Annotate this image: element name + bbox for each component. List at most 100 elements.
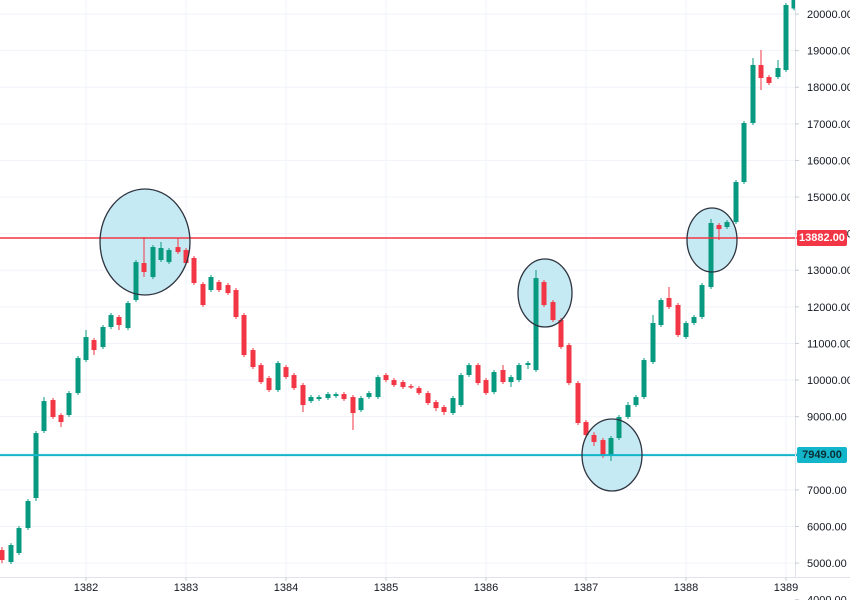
candle-body bbox=[108, 315, 114, 328]
candle-body bbox=[783, 5, 789, 71]
candle-body bbox=[766, 77, 772, 84]
candle-body bbox=[266, 378, 272, 391]
candle-body bbox=[566, 345, 572, 384]
price-tick-label: 11000.00 bbox=[807, 338, 850, 350]
price-line-label-resistance: 13882.00 bbox=[797, 229, 847, 246]
price-tick-label: 4000.00 bbox=[807, 595, 847, 600]
price-tick-label: 12000.00 bbox=[807, 302, 850, 314]
annotation-ellipse-outline[interactable] bbox=[99, 188, 191, 296]
candle-body bbox=[541, 282, 547, 306]
time-tick-label: 1389 bbox=[774, 582, 798, 594]
price-tick-label: 5000.00 bbox=[807, 558, 847, 570]
candle-body bbox=[416, 388, 422, 394]
annotation-ellipse-outline[interactable] bbox=[686, 207, 738, 273]
candle-body bbox=[491, 372, 497, 393]
axis-separators bbox=[0, 0, 850, 578]
candle-body bbox=[200, 284, 206, 306]
candle-body bbox=[633, 397, 639, 406]
candle-body bbox=[141, 263, 147, 273]
candle-body bbox=[591, 435, 597, 443]
candle-body bbox=[216, 282, 222, 291]
price-tick-label: 19000.00 bbox=[807, 46, 850, 58]
candle-body bbox=[50, 400, 56, 418]
candle-body bbox=[225, 285, 231, 294]
candle-body bbox=[600, 440, 606, 456]
candle-body bbox=[183, 250, 189, 264]
time-tick-label: 1386 bbox=[474, 582, 498, 594]
time-tick-label: 1383 bbox=[174, 582, 198, 594]
price-tick-label: 10000.00 bbox=[807, 375, 850, 387]
candle-body bbox=[400, 382, 406, 388]
candle-body bbox=[500, 370, 506, 383]
candle-body bbox=[208, 277, 214, 291]
candle-body bbox=[525, 363, 531, 366]
annotation-ellipse[interactable] bbox=[100, 189, 190, 295]
time-tick-label: 1382 bbox=[74, 582, 98, 594]
candle-body bbox=[358, 398, 364, 411]
price-tick-label: 15000.00 bbox=[807, 192, 850, 204]
candle-body bbox=[233, 290, 239, 318]
candle-body bbox=[550, 302, 556, 321]
candle-body bbox=[666, 298, 672, 308]
time-tick-label: 1388 bbox=[674, 582, 698, 594]
price-tick-label: 17000.00 bbox=[807, 119, 850, 131]
candle-body bbox=[325, 394, 331, 399]
candle-body bbox=[116, 317, 122, 326]
price-axis[interactable]: 20000.00 19000.00 18000.00 17000.00 16000.00… bbox=[795, 9, 850, 600]
candle-body bbox=[66, 393, 72, 416]
price-tick-label: 18000.00 bbox=[807, 82, 850, 94]
candle-body bbox=[333, 394, 339, 397]
candle-body bbox=[0, 550, 5, 561]
candle-body bbox=[275, 363, 281, 391]
candle-body bbox=[133, 262, 139, 301]
candle-body bbox=[483, 380, 489, 394]
grid-lines bbox=[0, 0, 795, 577]
candles bbox=[0, 0, 795, 565]
candle-body bbox=[291, 375, 297, 389]
candle-body bbox=[150, 247, 156, 278]
annotation-ellipse-fills[interactable] bbox=[100, 189, 737, 491]
candle-body bbox=[791, 0, 795, 9]
candle-body bbox=[33, 433, 39, 499]
candle-body bbox=[191, 258, 197, 284]
candle-body bbox=[724, 222, 730, 228]
candle-body bbox=[100, 327, 106, 348]
candle-body bbox=[675, 305, 681, 336]
candle-body bbox=[83, 337, 89, 361]
annotation-ellipse-outline[interactable] bbox=[517, 258, 573, 328]
price-tick-label: 9000.00 bbox=[807, 412, 847, 424]
candle-body bbox=[691, 317, 697, 324]
price-tick-label: 20000.00 bbox=[807, 9, 850, 21]
candle-body bbox=[716, 225, 722, 230]
annotation-ellipse-outlines[interactable] bbox=[99, 188, 738, 492]
candle-body bbox=[425, 393, 431, 404]
time-axis[interactable]: 1382 1383 1384 1385 1386 1387 1388 1389 bbox=[74, 577, 798, 594]
candle-body bbox=[125, 303, 131, 329]
candle-body bbox=[475, 365, 481, 384]
candle-body bbox=[450, 398, 456, 414]
candle-body bbox=[750, 65, 756, 124]
annotation-ellipse-outline[interactable] bbox=[581, 418, 643, 492]
candle-body bbox=[641, 360, 647, 398]
price-line-label-support: 7949.00 bbox=[797, 447, 847, 464]
candle-body bbox=[625, 405, 631, 418]
price-tick-label: 16000.00 bbox=[807, 155, 850, 167]
candle-body bbox=[75, 358, 81, 394]
time-tick-label: 1384 bbox=[274, 582, 298, 594]
candle-body bbox=[658, 300, 664, 326]
candle-body bbox=[316, 397, 322, 400]
candle-body bbox=[241, 315, 247, 356]
candle-body bbox=[775, 68, 781, 78]
candle-body bbox=[583, 422, 589, 436]
candle-body bbox=[458, 375, 464, 406]
candle-body bbox=[516, 365, 522, 381]
candle-body bbox=[383, 375, 389, 381]
candle-body bbox=[258, 365, 264, 383]
candle-body bbox=[391, 380, 397, 386]
candle-body bbox=[341, 394, 347, 400]
horizontal-price-lines[interactable] bbox=[0, 237, 797, 457]
candle-body bbox=[308, 397, 314, 402]
candle-body bbox=[408, 386, 414, 388]
